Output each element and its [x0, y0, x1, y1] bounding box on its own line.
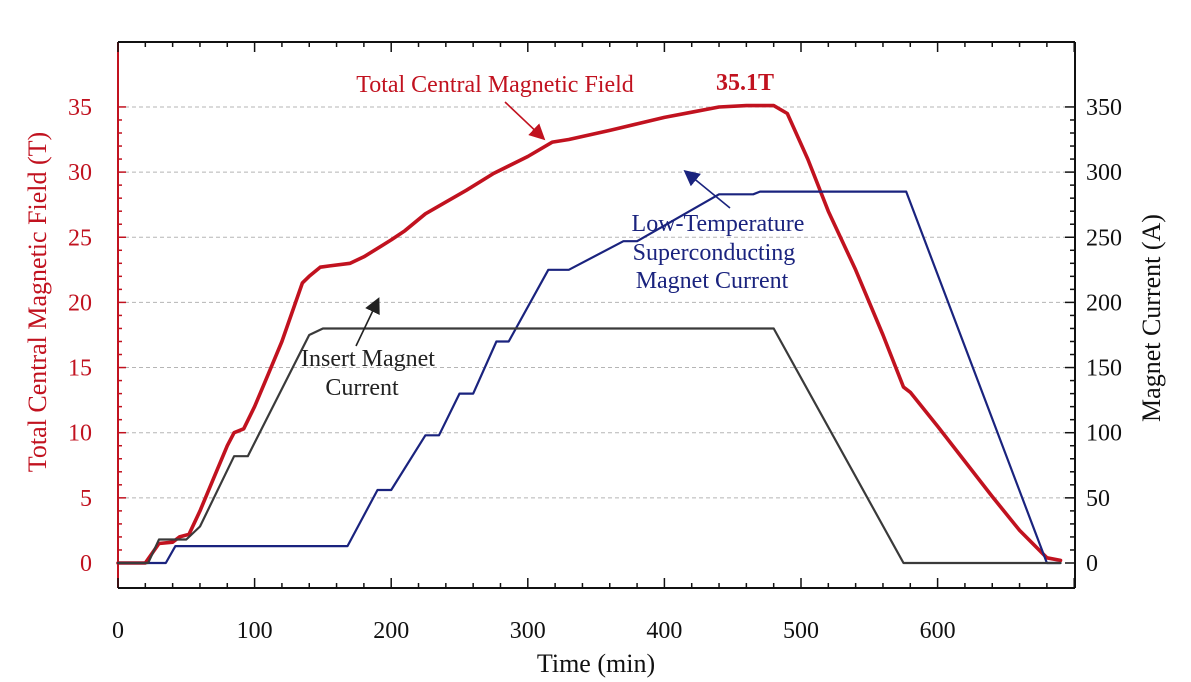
- series-line-total-field: [116, 103, 1063, 565]
- y-left-tick-label: 10: [68, 421, 92, 447]
- x-tick-label: 200: [373, 618, 409, 644]
- x-tick-label: 400: [646, 618, 682, 644]
- y-right-tick-label: 200: [1086, 290, 1122, 316]
- series-line-lts-current: [116, 190, 1062, 565]
- annotation-lts-line-3: Magnet Current: [636, 268, 789, 294]
- y-left-tick-label: 20: [68, 290, 92, 316]
- y-left-tick-label: 30: [68, 160, 92, 186]
- annotation-insert-line-2: Current: [325, 375, 399, 401]
- annotation-lts-line-2: Superconducting: [633, 240, 796, 266]
- x-tick-label: 0: [112, 618, 124, 644]
- y-right-tick-label: 250: [1086, 225, 1122, 251]
- annotation-lts-arrow: [683, 169, 731, 209]
- annotation-insert-line-1: Insert Magnet: [301, 346, 435, 372]
- y-right-tick-label: 150: [1086, 356, 1122, 382]
- x-tick-label: 500: [783, 618, 819, 644]
- annotation-lts-current: Low-Temperature Superconducting Magnet C…: [632, 169, 805, 294]
- annotation-insert-current: Insert Magnet Current: [301, 297, 435, 401]
- y-right-tick-label: 100: [1086, 421, 1122, 447]
- annotation-total-field-arrow: [504, 101, 546, 141]
- left-axis-title: Total Central Magnetic Field (T): [23, 132, 52, 472]
- series-line-insert-current: [116, 327, 1062, 565]
- annotation-lts-line-1: Low-Temperature: [632, 211, 805, 237]
- y-left-tick-label: 35: [68, 95, 92, 121]
- annotation-total-field: Total Central Magnetic Field: [356, 72, 634, 141]
- y-left-tick-label: 5: [80, 486, 92, 512]
- y-left-tick-label: 15: [68, 356, 92, 382]
- y-left-tick-label: 0: [80, 551, 92, 577]
- tick-labels: 0 100 200 300 400 500 600051015202530350501001…: [68, 95, 1122, 644]
- right-axis-title: Magnet Current (A): [1137, 214, 1166, 422]
- annotation-total-field-label: Total Central Magnetic Field: [356, 72, 634, 98]
- annotation-insert-arrow: [355, 297, 380, 347]
- axes: [117, 41, 1076, 589]
- grid-lines: [118, 106, 1075, 499]
- y-right-tick-label: 350: [1086, 95, 1122, 121]
- y-right-tick-label: 300: [1086, 160, 1122, 186]
- x-tick-label: 600: [920, 618, 956, 644]
- y-left-tick-label: 25: [68, 225, 92, 251]
- annotation-peak-value: 35.1T: [716, 70, 774, 96]
- y-right-tick-label: 50: [1086, 486, 1110, 512]
- y-right-tick-label: 0: [1086, 551, 1098, 577]
- series-lines: [116, 103, 1063, 565]
- x-axis-title: Time (min): [537, 649, 655, 678]
- x-tick-label: 100: [237, 618, 273, 644]
- x-tick-label: 300: [510, 618, 546, 644]
